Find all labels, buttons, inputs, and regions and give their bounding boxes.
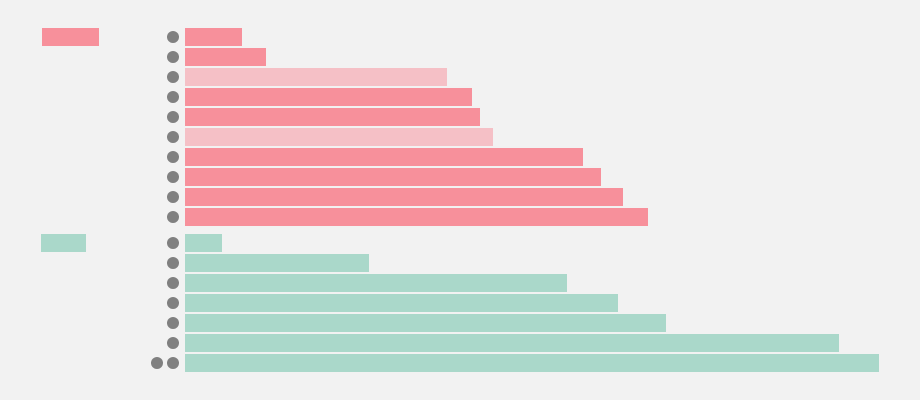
bar [185,334,839,352]
bar [185,314,666,332]
row-dot [167,337,179,349]
bar [185,188,623,206]
bar [185,108,480,126]
row-dot [167,111,179,123]
row-dot [167,237,179,249]
bar [185,168,601,186]
row-dot [167,131,179,143]
bar [185,254,369,272]
row-dot [167,357,179,369]
bar [185,128,493,146]
bar [185,68,447,86]
row-dot [167,171,179,183]
bar [185,48,266,66]
group-swatch [41,234,86,252]
row-dot [167,191,179,203]
bar [185,28,242,46]
row-dot [167,317,179,329]
row-dot [167,211,179,223]
row-dot [167,31,179,43]
bar [185,88,472,106]
row-dot [167,71,179,83]
bar [185,234,222,252]
row-dot [167,51,179,63]
bar [185,148,583,166]
row-dot [167,257,179,269]
bar [185,294,618,312]
bar [185,354,879,372]
row-dot [167,297,179,309]
group-swatch [42,28,99,46]
extra-dot [151,357,163,369]
row-dot [167,91,179,103]
row-dot [167,277,179,289]
bar [185,274,567,292]
bar [185,208,648,226]
row-dot [167,151,179,163]
